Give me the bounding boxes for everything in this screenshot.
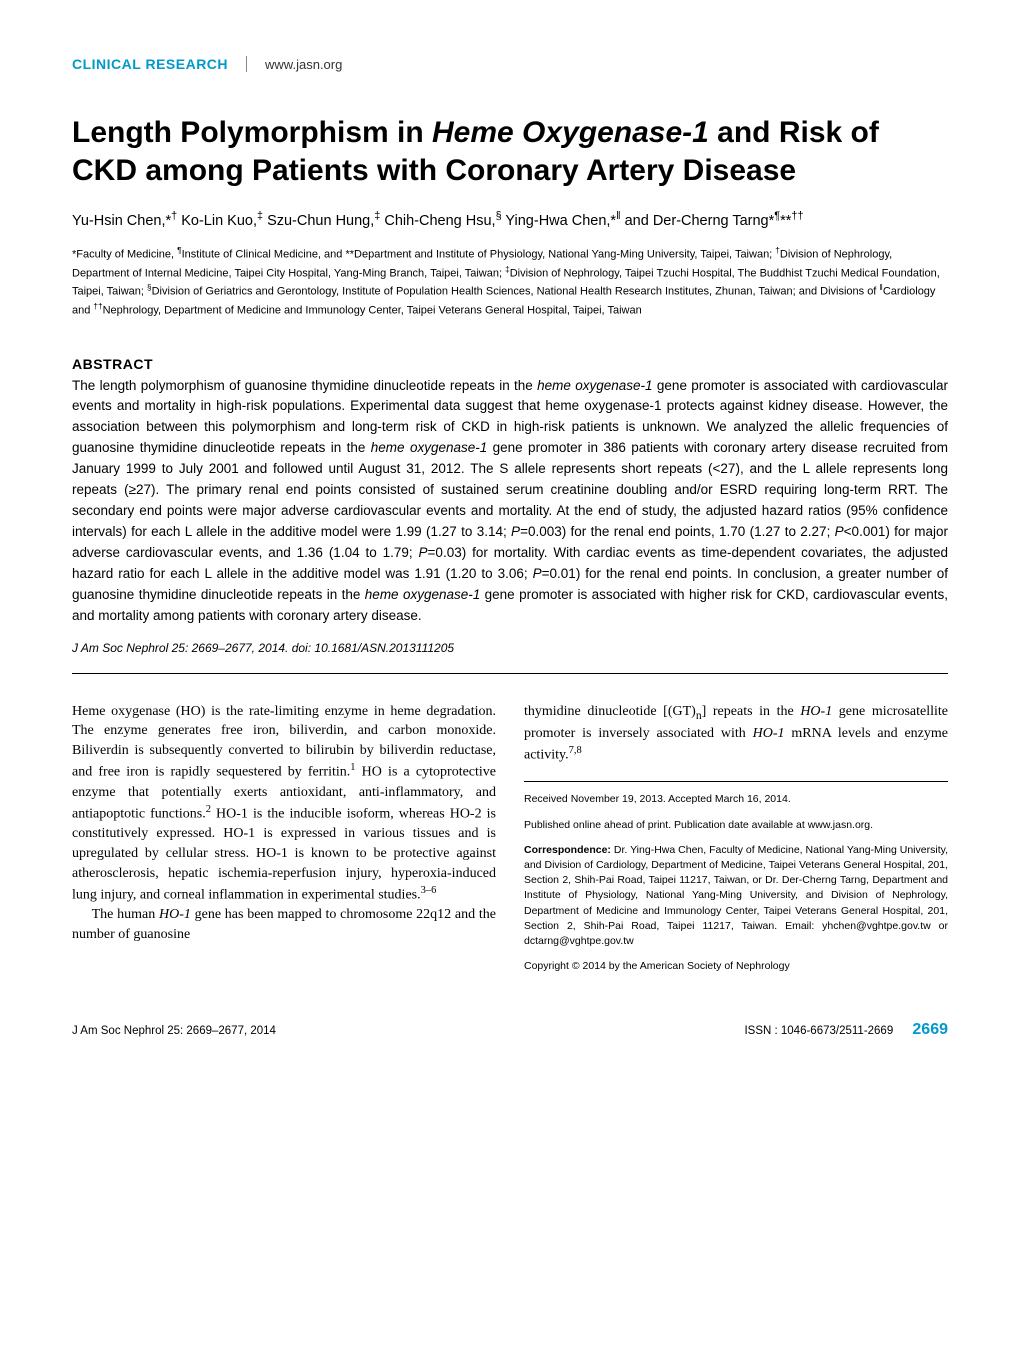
abstract-heading: ABSTRACT (72, 356, 948, 372)
page-number: 2669 (912, 1021, 948, 1038)
abstract-body: The length polymorphism of guanosine thy… (72, 376, 948, 627)
meta-divider-top (524, 781, 948, 782)
section-badge: CLINICAL RESEARCH (72, 56, 228, 72)
footer-left: J Am Soc Nephrol 25: 2669–2677, 2014 (72, 1025, 276, 1037)
citation: J Am Soc Nephrol 25: 2669–2677, 2014. do… (72, 641, 948, 655)
footer-right: ISSN : 1046-6673/2511-2669 2669 (744, 1021, 948, 1039)
body-columns: Heme oxygenase (HO) is the rate-limiting… (72, 702, 948, 985)
footer-issn: ISSN : 1046-6673/2511-2669 (744, 1025, 893, 1037)
body-right-lead: thymidine dinucleotide [(GT)n] repeats i… (524, 702, 948, 766)
correspondence: Correspondence: Dr. Ying-Hwa Chen, Facul… (524, 843, 948, 950)
body-left-column: Heme oxygenase (HO) is the rate-limiting… (72, 702, 496, 985)
published-note: Published online ahead of print. Publica… (524, 818, 948, 833)
affiliations: *Faculty of Medicine, ¶Institute of Clin… (72, 245, 948, 319)
received-accepted: Received November 19, 2013. Accepted Mar… (524, 792, 948, 807)
page-footer: J Am Soc Nephrol 25: 2669–2677, 2014 ISS… (72, 1021, 948, 1039)
header-row: CLINICAL RESEARCH www.jasn.org (72, 56, 948, 72)
section-divider (72, 673, 948, 674)
header-divider (246, 56, 247, 72)
article-title: Length Polymorphism in Heme Oxygenase-1 … (72, 114, 948, 189)
author-list: Yu-Hsin Chen,*† Ko-Lin Kuo,‡ Szu-Chun Hu… (72, 209, 948, 231)
site-url: www.jasn.org (265, 57, 342, 72)
page: CLINICAL RESEARCH www.jasn.org Length Po… (0, 0, 1020, 1079)
copyright: Copyright © 2014 by the American Society… (524, 959, 948, 974)
body-right-column: thymidine dinucleotide [(GT)n] repeats i… (524, 702, 948, 985)
